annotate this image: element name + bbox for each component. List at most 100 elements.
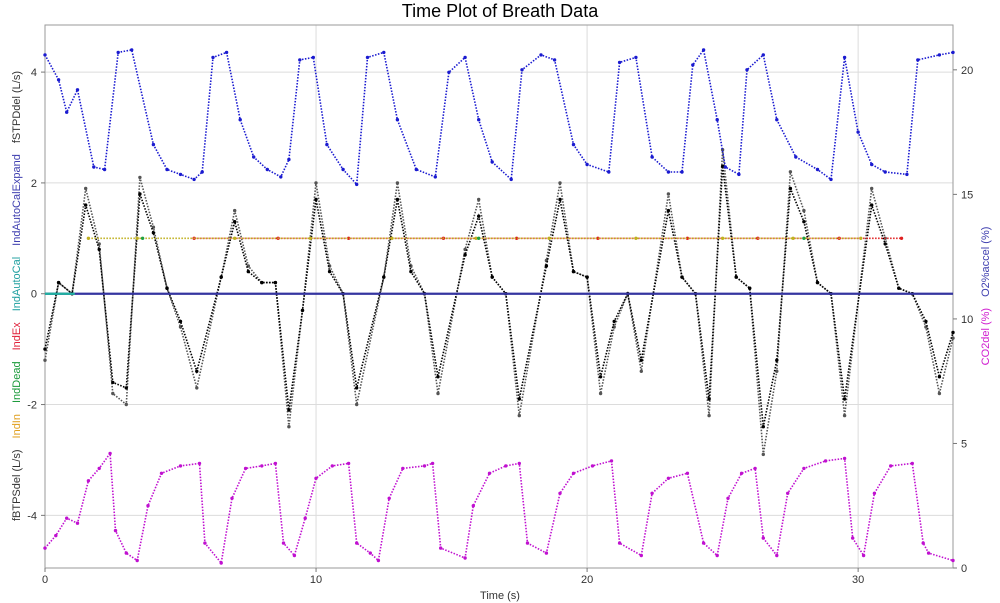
data-point bbox=[436, 375, 440, 379]
data-point bbox=[558, 181, 562, 185]
data-point bbox=[102, 167, 107, 172]
left-tick-label: -4 bbox=[27, 510, 37, 522]
data-point bbox=[829, 177, 833, 182]
data-point bbox=[775, 553, 779, 558]
data-point bbox=[870, 186, 874, 191]
right-axis-labels: CO2del (%) O2%accel (%) bbox=[980, 227, 992, 366]
data-point bbox=[924, 319, 928, 324]
data-point bbox=[395, 197, 400, 202]
data-point bbox=[739, 471, 744, 475]
data-point bbox=[685, 471, 690, 475]
left-tick-label: 4 bbox=[31, 67, 37, 79]
data-point bbox=[775, 118, 779, 122]
data-point bbox=[514, 236, 519, 240]
data-point bbox=[113, 528, 118, 533]
series-trace bbox=[44, 47, 954, 187]
data-point bbox=[376, 558, 381, 563]
right-tick-label: 15 bbox=[961, 189, 973, 201]
data-point bbox=[639, 369, 643, 373]
left-axis-label: IndIn bbox=[11, 414, 23, 449]
data-point bbox=[124, 551, 128, 555]
series-o2-accel bbox=[43, 47, 955, 187]
data-point bbox=[219, 561, 223, 565]
data-point bbox=[786, 491, 790, 495]
data-point bbox=[43, 546, 47, 550]
data-point bbox=[56, 280, 61, 285]
data-point bbox=[639, 358, 643, 362]
data-point bbox=[802, 220, 806, 224]
data-point bbox=[65, 516, 69, 520]
data-point bbox=[788, 170, 793, 174]
data-point bbox=[273, 280, 278, 285]
data-point bbox=[753, 466, 757, 471]
data-point bbox=[365, 55, 370, 60]
data-point bbox=[870, 203, 874, 207]
series-fbtpsdel-l-s bbox=[43, 148, 955, 457]
data-point bbox=[701, 48, 706, 52]
data-point bbox=[430, 461, 435, 466]
data-point bbox=[281, 541, 286, 545]
data-point bbox=[474, 236, 478, 240]
data-point bbox=[477, 214, 481, 218]
data-point bbox=[325, 142, 329, 147]
data-point bbox=[571, 142, 576, 147]
data-point bbox=[666, 170, 671, 174]
data-point bbox=[547, 236, 551, 240]
data-point bbox=[585, 162, 589, 167]
data-point bbox=[539, 53, 543, 57]
data-point bbox=[314, 476, 318, 480]
data-point bbox=[43, 53, 47, 57]
data-point bbox=[97, 466, 101, 471]
data-point bbox=[138, 175, 142, 180]
data-point bbox=[395, 118, 400, 122]
data-point bbox=[734, 275, 738, 279]
data-point bbox=[140, 236, 145, 240]
data-point bbox=[861, 553, 866, 558]
data-point bbox=[872, 491, 877, 495]
data-point bbox=[224, 50, 229, 55]
data-point bbox=[327, 264, 332, 268]
data-point bbox=[382, 275, 386, 279]
data-point bbox=[748, 286, 752, 290]
data-point bbox=[802, 466, 806, 471]
data-point bbox=[75, 88, 80, 92]
data-point bbox=[745, 68, 749, 72]
data-point bbox=[273, 461, 278, 466]
data-point bbox=[680, 275, 684, 279]
data-point bbox=[311, 55, 315, 60]
data-point bbox=[471, 504, 475, 508]
data-point bbox=[842, 397, 847, 401]
data-point bbox=[84, 203, 88, 207]
data-point bbox=[585, 275, 589, 279]
data-point bbox=[761, 536, 765, 540]
data-point bbox=[815, 280, 820, 285]
data-point bbox=[650, 491, 654, 495]
data-point bbox=[414, 167, 418, 172]
data-point bbox=[726, 496, 730, 500]
data-point bbox=[314, 181, 318, 185]
plot-frame bbox=[44, 24, 954, 569]
data-point bbox=[883, 170, 887, 174]
data-point bbox=[921, 541, 925, 545]
data-point bbox=[517, 397, 521, 401]
data-point bbox=[761, 452, 765, 457]
data-point bbox=[178, 172, 183, 177]
x-axis-ticks: 0 10 20 30 bbox=[42, 568, 864, 586]
data-point bbox=[691, 63, 695, 67]
data-point bbox=[897, 286, 901, 290]
data-point bbox=[287, 408, 291, 412]
data-point bbox=[330, 464, 334, 468]
data-point bbox=[197, 461, 202, 466]
right-tick-label: 5 bbox=[961, 438, 967, 450]
data-point bbox=[54, 533, 58, 538]
data-point bbox=[138, 192, 142, 196]
data-point bbox=[159, 471, 164, 475]
data-point bbox=[951, 330, 955, 335]
data-point bbox=[525, 541, 530, 545]
data-point bbox=[195, 369, 199, 373]
data-point bbox=[487, 471, 492, 475]
data-point bbox=[151, 142, 156, 147]
data-point bbox=[287, 157, 291, 162]
data-point bbox=[303, 516, 307, 520]
